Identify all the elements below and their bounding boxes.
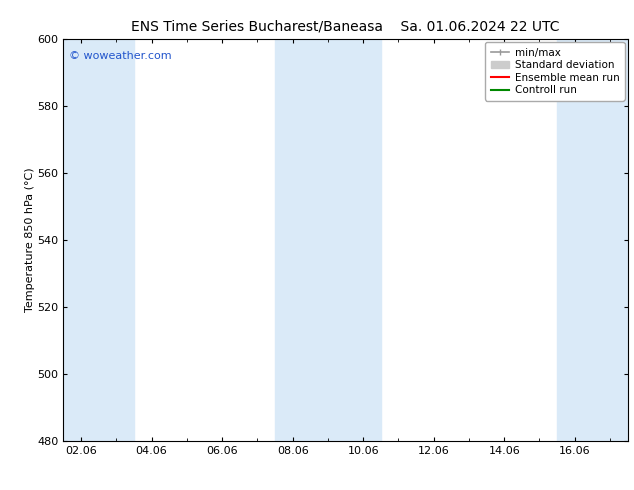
Bar [275,39,381,441]
Title: ENS Time Series Bucharest/Baneasa    Sa. 01.06.2024 22 UTC: ENS Time Series Bucharest/Baneasa Sa. 01… [131,20,560,34]
Bar [63,39,134,441]
Y-axis label: Temperature 850 hPa (°C): Temperature 850 hPa (°C) [25,168,34,313]
Legend: min/max, Standard deviation, Ensemble mean run, Controll run: min/max, Standard deviation, Ensemble me… [486,42,624,100]
Bar [557,39,628,441]
Text: © woweather.com: © woweather.com [69,51,172,61]
